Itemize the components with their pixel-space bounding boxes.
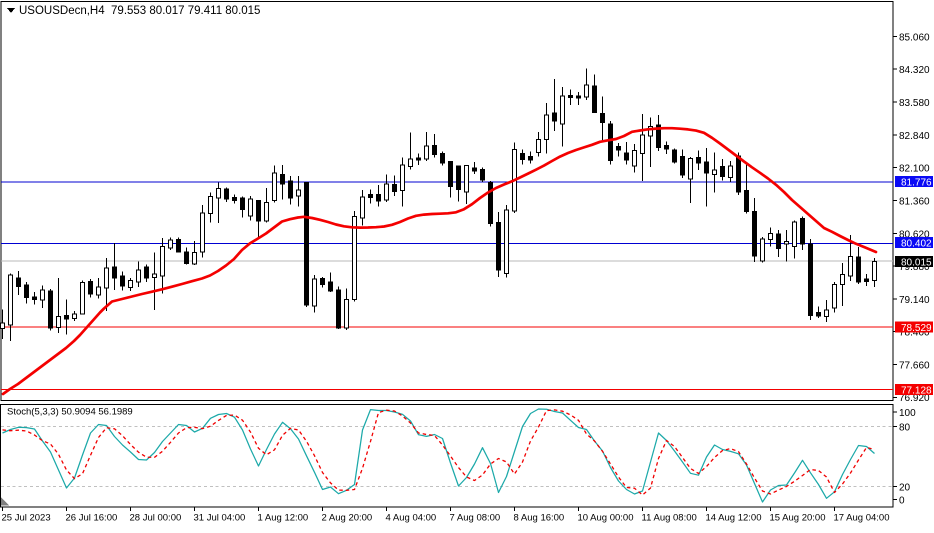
svg-text:84.320: 84.320: [899, 65, 930, 76]
svg-text:76.920: 76.920: [899, 393, 930, 404]
svg-text:82.840: 82.840: [899, 131, 930, 142]
svg-text:4 Aug 04:00: 4 Aug 04:00: [386, 513, 437, 524]
svg-text:10 Aug 00:00: 10 Aug 00:00: [578, 513, 634, 524]
svg-text:80: 80: [899, 422, 911, 433]
svg-text:Stoch(5,3,3) 50.9094 56.1989: Stoch(5,3,3) 50.9094 56.1989: [7, 407, 133, 418]
svg-text:81.360: 81.360: [899, 196, 930, 207]
svg-text:85.060: 85.060: [899, 32, 930, 43]
svg-text:77.128: 77.128: [901, 386, 932, 397]
svg-text:79.140: 79.140: [899, 295, 930, 306]
svg-text:28 Jul 00:00: 28 Jul 00:00: [130, 513, 182, 524]
svg-text:11 Aug 08:00: 11 Aug 08:00: [642, 513, 697, 524]
svg-text:20: 20: [899, 482, 911, 493]
svg-text:77.660: 77.660: [899, 361, 930, 372]
svg-text:17 Aug 04:00: 17 Aug 04:00: [834, 513, 890, 524]
svg-text:80.402: 80.402: [901, 239, 932, 250]
svg-text:2 Aug 20:00: 2 Aug 20:00: [322, 513, 373, 524]
svg-text:80.620: 80.620: [899, 229, 930, 240]
svg-text:7 Aug 08:00: 7 Aug 08:00: [450, 513, 501, 524]
svg-text:14 Aug 12:00: 14 Aug 12:00: [706, 513, 762, 524]
svg-text:79.880: 79.880: [899, 262, 930, 273]
svg-text:25 Jul 2023: 25 Jul 2023: [2, 513, 51, 524]
svg-text:31 Jul 04:00: 31 Jul 04:00: [194, 513, 246, 524]
svg-text:0: 0: [899, 496, 905, 507]
svg-text:8 Aug 16:00: 8 Aug 16:00: [514, 513, 565, 524]
svg-text:USOUSDecn,H4 79.553 80.017 79: USOUSDecn,H4 79.553 80.017 79.411 80.015: [19, 5, 260, 17]
svg-text:83.580: 83.580: [899, 98, 930, 109]
svg-text:80.015: 80.015: [901, 257, 932, 268]
svg-text:100: 100: [899, 408, 916, 419]
svg-text:1 Aug 12:00: 1 Aug 12:00: [258, 513, 309, 524]
svg-text:82.100: 82.100: [899, 164, 930, 175]
svg-text:78.400: 78.400: [899, 328, 930, 339]
svg-text:26 Jul 16:00: 26 Jul 16:00: [66, 513, 118, 524]
svg-text:15 Aug 20:00: 15 Aug 20:00: [770, 513, 826, 524]
svg-text:81.776: 81.776: [901, 177, 932, 188]
svg-text:78.529: 78.529: [901, 323, 932, 334]
